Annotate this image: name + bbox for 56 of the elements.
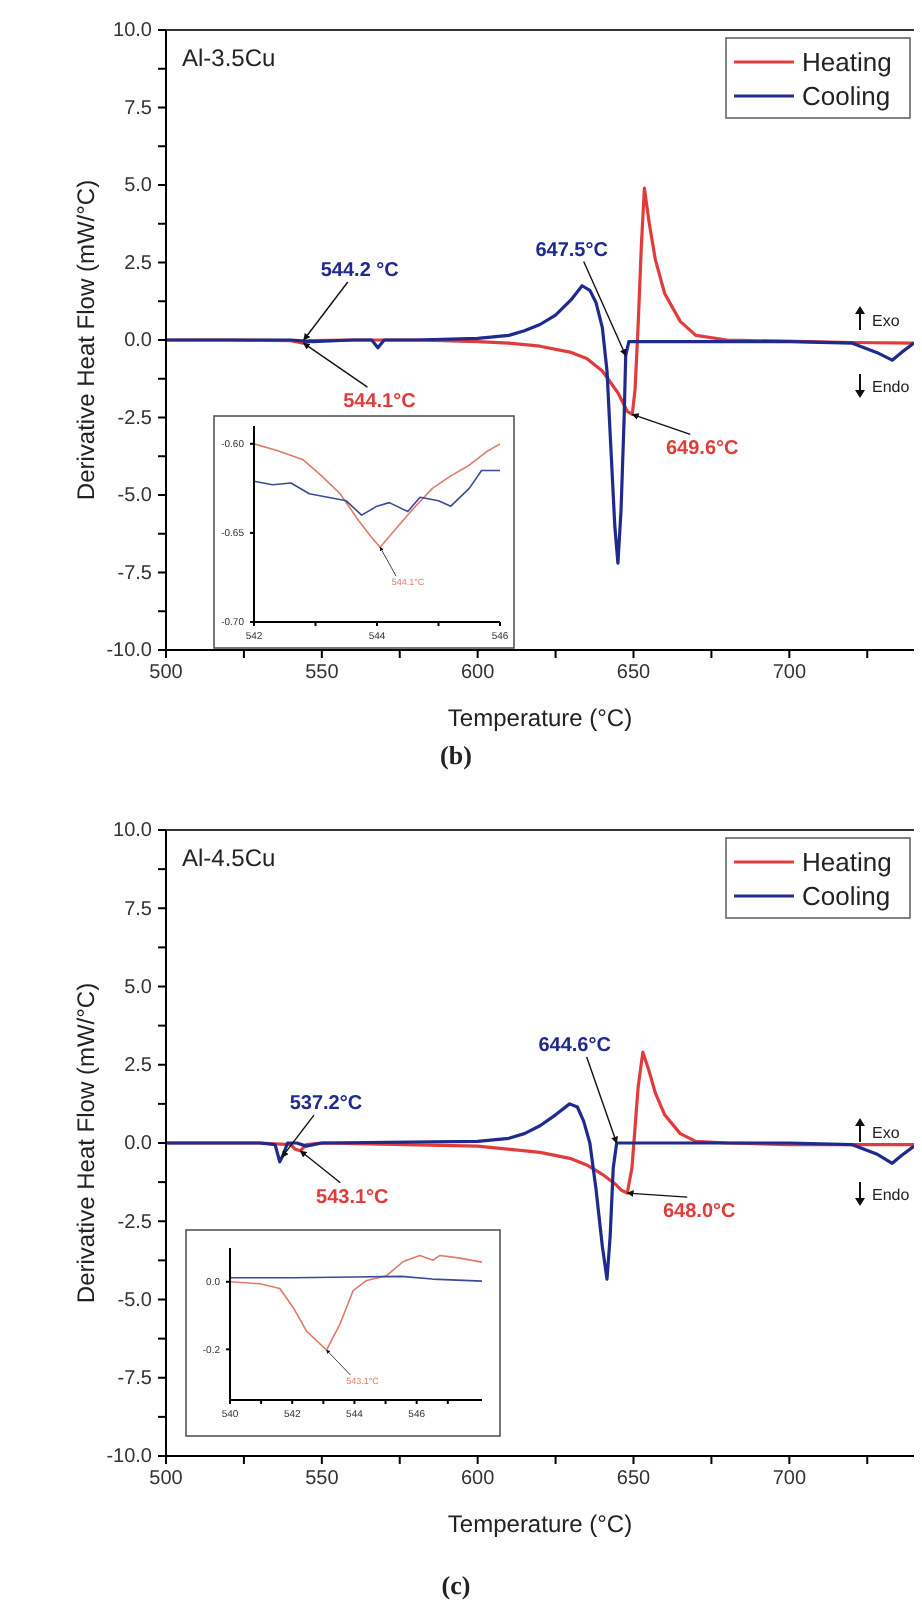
y-tick-label: -2.5 bbox=[117, 407, 153, 430]
annotation: Endo bbox=[872, 1186, 911, 1204]
legend-label: Heating bbox=[802, 47, 892, 77]
y-tick-label: -2.5 bbox=[117, 1211, 153, 1234]
y-axis-title: Derivative Heat Flow (mW/°C) bbox=[72, 982, 100, 1304]
legend-label: Cooling bbox=[802, 81, 891, 111]
line-series bbox=[166, 284, 914, 565]
y-tick-label: -7.5 bbox=[117, 562, 153, 585]
x-tick-label: 600 bbox=[460, 1468, 496, 1491]
line-series bbox=[254, 469, 500, 516]
text: Al-4.5Cu bbox=[182, 844, 276, 872]
annotation: 644.6°C bbox=[538, 1035, 611, 1057]
annotation: 544.1°C bbox=[343, 391, 416, 414]
y-tick-label: -10.0 bbox=[106, 1446, 153, 1469]
x-tick-label: 550 bbox=[305, 1468, 340, 1491]
y-tick-label: 10.0 bbox=[113, 820, 153, 843]
y-tick-label: -10.0 bbox=[106, 640, 153, 663]
y-tick-label: 7.5 bbox=[124, 97, 153, 120]
x-axis-title: Temperature (°C) bbox=[447, 704, 633, 732]
text: (b) bbox=[440, 740, 472, 770]
annotation: Exo bbox=[872, 312, 901, 330]
y-tick-label: 0.0 bbox=[124, 1133, 153, 1156]
y-tick-label: 5.0 bbox=[124, 976, 153, 999]
annotation: 543.1°C bbox=[316, 1186, 389, 1209]
y-tick-label: 0.0 bbox=[124, 330, 153, 353]
line-series bbox=[230, 1254, 482, 1351]
annotation: 544.2 °C bbox=[320, 260, 399, 282]
legend-label: Heating bbox=[802, 847, 892, 877]
x-tick-label: 650 bbox=[616, 1468, 652, 1491]
y-tick-label: 2.5 bbox=[124, 1055, 153, 1078]
y-tick-label: 7.5 bbox=[124, 898, 153, 921]
legend-label: Cooling bbox=[802, 881, 891, 911]
annotation: 648.0°C bbox=[663, 1201, 736, 1224]
y-tick-label: 2.5 bbox=[124, 252, 153, 275]
annotation: Endo bbox=[872, 378, 911, 396]
x-tick-label: 500 bbox=[149, 1468, 184, 1491]
y-tick-label: 5.0 bbox=[124, 175, 153, 198]
x-tick-label: 700 bbox=[772, 1468, 807, 1491]
y-tick-label: -7.5 bbox=[117, 1368, 153, 1391]
annotation: 537.2°C bbox=[289, 1093, 363, 1116]
annotation: Exo bbox=[872, 1124, 901, 1142]
y-tick-label: -5.0 bbox=[117, 1289, 153, 1312]
y-tick-label: -5.0 bbox=[117, 485, 153, 508]
x-tick-label: 600 bbox=[460, 662, 496, 685]
x-tick-label: 650 bbox=[616, 662, 652, 685]
x-tick-label: 550 bbox=[305, 662, 340, 685]
text: (c) bbox=[441, 1570, 471, 1600]
annotation: 649.6°C bbox=[666, 438, 739, 461]
x-tick-label: 500 bbox=[149, 662, 184, 685]
line-series bbox=[254, 443, 500, 548]
annotation: 647.5°C bbox=[535, 239, 608, 262]
x-axis-title: Temperature (°C) bbox=[447, 1510, 633, 1538]
y-tick-label: 10.0 bbox=[113, 20, 153, 43]
text: Al-3.5Cu bbox=[182, 44, 276, 72]
y-axis-title: Derivative Heat Flow (mW/°C) bbox=[72, 179, 100, 501]
x-tick-label: 700 bbox=[772, 662, 807, 685]
